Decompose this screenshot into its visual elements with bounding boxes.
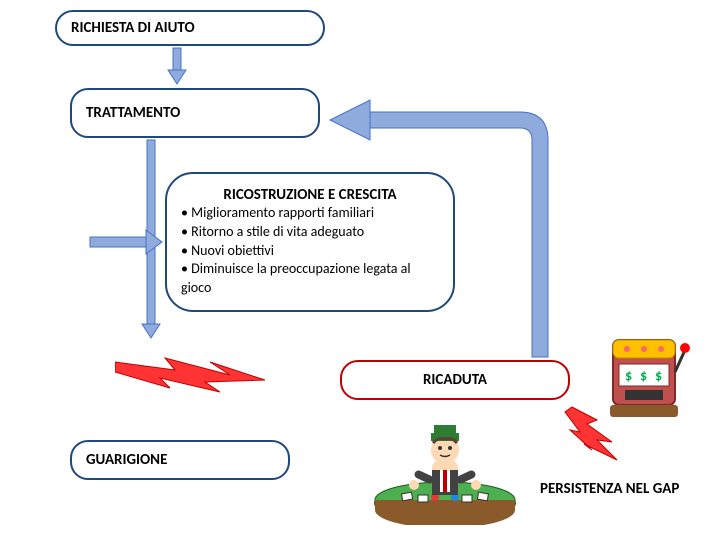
lightning-to-ricaduta: [115, 350, 265, 395]
bullets-ricostruzione: • Miglioramento rapporti familiari • Rit…: [181, 204, 439, 298]
arrow-richiesta-trattamento: [168, 48, 186, 86]
bullet-0: • Miglioramento rapporti familiari: [181, 204, 439, 223]
label-persistenza: PERSISTENZA NEL GAP: [540, 480, 679, 498]
bullet-2: • Nuovi obiettivi: [181, 242, 439, 261]
bullet-1: • Ritorno a stile di vita adeguato: [181, 223, 439, 242]
box-trattamento: TRATTAMENTO: [70, 88, 320, 138]
label-guarigione: GUARIGIONE: [86, 451, 167, 469]
arrow-to-ricostruzione: [90, 230, 164, 254]
label-trattamento: TRATTAMENTO: [86, 104, 180, 122]
title-ricostruzione: RICOSTRUZIONE E CRESCITA: [223, 186, 396, 204]
svg-text:$: $: [640, 367, 647, 384]
svg-text:$: $: [625, 367, 632, 384]
svg-text:$: $: [655, 367, 662, 384]
label-ricaduta: RICADUTA: [423, 371, 487, 389]
label-richiesta: RICHIESTA DI AIUTO: [71, 19, 195, 37]
box-richiesta: RICHIESTA DI AIUTO: [55, 10, 325, 46]
box-ricaduta: RICADUTA: [340, 360, 570, 400]
box-ricostruzione: RICOSTRUZIONE E CRESCITA • Miglioramento…: [165, 172, 455, 312]
bullet-3: • Diminuisce la preoccupazione legata al…: [181, 260, 439, 298]
lightning-to-slot: [562, 402, 622, 462]
croupier-icon: [370, 415, 520, 525]
box-guarigione: GUARIGIONE: [70, 440, 290, 480]
